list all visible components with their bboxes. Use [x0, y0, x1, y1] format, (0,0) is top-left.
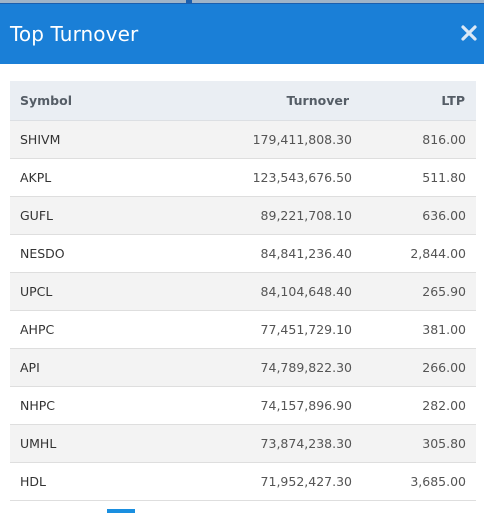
turnover-table-container: Symbol Turnover LTP SHIVM 179,411,808.30 8…: [10, 81, 476, 501]
modal-title: Top Turnover: [10, 22, 139, 46]
scrollbar-thumb[interactable]: [107, 509, 135, 513]
ltp-cell: 511.80: [422, 169, 466, 185]
table-row[interactable]: UPCL 84,104,648.40 265.90: [10, 272, 476, 310]
ltp-cell: 381.00: [422, 321, 466, 337]
symbol-cell: NESDO: [20, 245, 65, 261]
column-header-turnover[interactable]: Turnover: [150, 81, 353, 121]
ltp-cell: 305.80: [422, 435, 466, 451]
table-row[interactable]: UMHL 73,874,238.30 305.80: [10, 424, 476, 462]
close-button[interactable]: [460, 24, 478, 42]
table-row[interactable]: HDL 71,952,427.30 3,685.00: [10, 462, 476, 500]
turnover-cell: 77,451,729.10: [260, 321, 352, 337]
ltp-cell: 816.00: [422, 131, 466, 147]
symbol-cell: GUFL: [20, 207, 53, 223]
symbol-cell: AKPL: [20, 169, 52, 185]
ltp-cell: 265.90: [422, 283, 466, 299]
table-row[interactable]: SHIVM 179,411,808.30 816.00: [10, 120, 476, 158]
table-row[interactable]: NESDO 84,841,236.40 2,844.00: [10, 234, 476, 272]
close-icon: [461, 25, 477, 41]
turnover-cell: 74,157,896.90: [260, 397, 352, 413]
column-header-symbol[interactable]: Symbol: [10, 81, 150, 121]
ltp-cell: 266.00: [422, 359, 466, 375]
symbol-cell: NHPC: [20, 397, 56, 413]
turnover-cell: 73,874,238.30: [260, 435, 352, 451]
symbol-cell: UMHL: [20, 435, 57, 451]
ltp-cell: 282.00: [422, 397, 466, 413]
ltp-cell: 636.00: [422, 207, 466, 223]
turnover-cell: 89,221,708.10: [260, 207, 352, 223]
top-strip-segment: [192, 0, 484, 3]
table-row[interactable]: API 74,789,822.30 266.00: [10, 348, 476, 386]
table-row[interactable]: NHPC 74,157,896.90 282.00: [10, 386, 476, 424]
turnover-cell: 123,543,676.50: [252, 169, 352, 185]
turnover-cell: 179,411,808.30: [252, 131, 352, 147]
symbol-cell: AHPC: [20, 321, 55, 337]
turnover-cell: 84,841,236.40: [260, 245, 352, 261]
ltp-cell: 3,685.00: [410, 473, 466, 489]
ltp-cell: 2,844.00: [410, 245, 466, 261]
symbol-cell: SHIVM: [20, 131, 61, 147]
turnover-cell: 84,104,648.40: [260, 283, 352, 299]
modal-header: Top Turnover: [0, 4, 484, 64]
top-strip: [0, 0, 484, 4]
symbol-cell: UPCL: [20, 283, 53, 299]
column-header-ltp[interactable]: LTP: [353, 81, 476, 121]
turnover-cell: 74,789,822.30: [260, 359, 352, 375]
table-row[interactable]: AHPC 77,451,729.10 381.00: [10, 310, 476, 348]
table-header-row: Symbol Turnover LTP: [10, 81, 476, 121]
symbol-cell: API: [20, 359, 40, 375]
symbol-cell: HDL: [20, 473, 46, 489]
table-body: SHIVM 179,411,808.30 816.00 AKPL 123,543,676…: [10, 120, 476, 500]
table-row[interactable]: GUFL 89,221,708.10 636.00: [10, 196, 476, 234]
turnover-cell: 71,952,427.30: [260, 473, 352, 489]
table-row[interactable]: AKPL 123,543,676.50 511.80: [10, 158, 476, 196]
turnover-table: Symbol Turnover LTP SHIVM 179,411,808.30 8…: [10, 81, 476, 501]
top-strip-segment: [0, 0, 186, 3]
